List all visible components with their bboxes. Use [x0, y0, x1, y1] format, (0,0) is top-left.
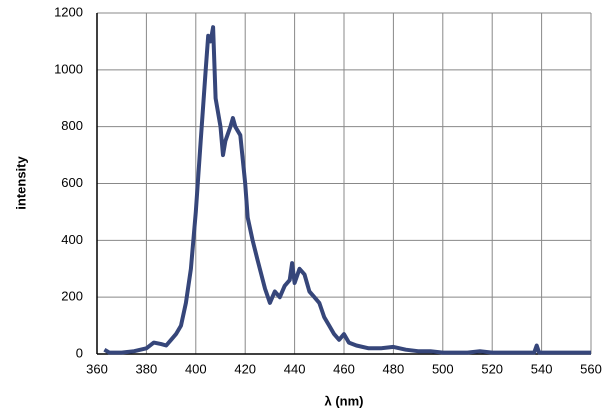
- y-tick-label: 600: [61, 175, 83, 190]
- y-axis-label: intensity: [13, 156, 28, 210]
- y-tick-label: 800: [61, 118, 83, 133]
- y-tick-label: 1000: [54, 61, 83, 76]
- y-tick-label: 1200: [54, 4, 83, 19]
- x-tick-label: 440: [284, 361, 306, 376]
- y-tick-label: 0: [76, 345, 83, 360]
- x-tick-label: 380: [136, 361, 158, 376]
- x-tick-label: 500: [432, 361, 454, 376]
- y-tick-label: 200: [61, 289, 83, 304]
- x-tick-label: 480: [383, 361, 405, 376]
- x-tick-label: 520: [481, 361, 503, 376]
- x-tick-label: 460: [333, 361, 355, 376]
- y-tick-label: 400: [61, 232, 83, 247]
- x-tick-label: 400: [185, 361, 207, 376]
- series-line: [103, 25, 591, 355]
- x-tick-label: 560: [580, 361, 602, 376]
- x-tick-label: 540: [531, 361, 553, 376]
- x-tick-label: 360: [86, 361, 108, 376]
- x-tick-label: 420: [234, 361, 256, 376]
- x-axis-label: λ (nm): [325, 393, 364, 408]
